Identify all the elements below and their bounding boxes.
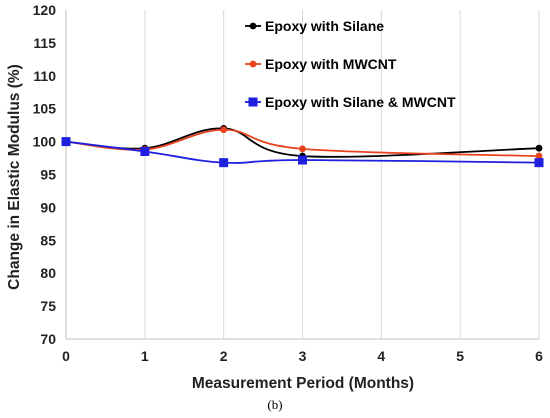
y-tick-label: 70 bbox=[40, 331, 56, 347]
legend-marker bbox=[248, 97, 258, 107]
axes: 70 75 80 85 90 95 100 105 110 115 120 0 1 2 3 4 5 6 bbox=[33, 2, 543, 364]
x-tick-label: 3 bbox=[299, 348, 307, 364]
x-tick-label: 1 bbox=[141, 348, 149, 364]
x-tick-label: 2 bbox=[220, 348, 228, 364]
x-axis-title: Measurement Period (Months) bbox=[192, 375, 414, 392]
data-point-marker bbox=[61, 137, 71, 147]
data-point-marker bbox=[535, 152, 543, 160]
gridlines bbox=[144, 10, 540, 339]
y-tick-label: 95 bbox=[40, 167, 56, 183]
y-axis-title: Change in Elastic Modulus (%) bbox=[6, 64, 23, 290]
y-tick-label: 80 bbox=[40, 265, 56, 281]
x-tick-label: 5 bbox=[456, 348, 464, 364]
legend-item: Epoxy with MWCNT bbox=[245, 56, 397, 72]
x-tick-label: 6 bbox=[535, 348, 543, 364]
y-tick-label: 100 bbox=[33, 134, 57, 150]
y-tick-label: 105 bbox=[33, 101, 57, 117]
series-lines bbox=[61, 125, 544, 168]
y-tick-label: 115 bbox=[33, 35, 56, 51]
legend-label: Epoxy with MWCNT bbox=[265, 56, 397, 72]
data-point-marker bbox=[220, 126, 228, 134]
legend-marker bbox=[249, 22, 257, 30]
y-tick-label: 110 bbox=[33, 68, 56, 84]
data-point-marker bbox=[219, 158, 229, 168]
figure-caption: (b) bbox=[267, 397, 282, 412]
legend-item: Epoxy with Silane bbox=[245, 18, 384, 34]
legend-label: Epoxy with Silane & MWCNT bbox=[265, 94, 456, 110]
data-point-marker bbox=[299, 145, 306, 153]
x-tick-label: 4 bbox=[377, 348, 385, 364]
x-tick-label: 0 bbox=[62, 348, 70, 364]
data-point-marker bbox=[535, 144, 543, 152]
y-tick-label: 75 bbox=[40, 298, 56, 314]
data-point-marker bbox=[534, 158, 544, 168]
y-tick-label: 85 bbox=[40, 232, 56, 248]
y-tick-label: 120 bbox=[33, 2, 57, 18]
legend-marker bbox=[249, 60, 257, 68]
legend-item: Epoxy with Silane & MWCNT bbox=[245, 94, 456, 110]
series-3 bbox=[61, 137, 544, 168]
legend: Epoxy with Silane Epoxy with MWCNT Epoxy w… bbox=[245, 18, 456, 110]
data-point-marker bbox=[298, 155, 307, 165]
legend-label: Epoxy with Silane bbox=[265, 18, 384, 34]
data-point-marker bbox=[140, 146, 150, 156]
series-line bbox=[65, 140, 540, 164]
y-tick-label: 90 bbox=[40, 199, 56, 215]
